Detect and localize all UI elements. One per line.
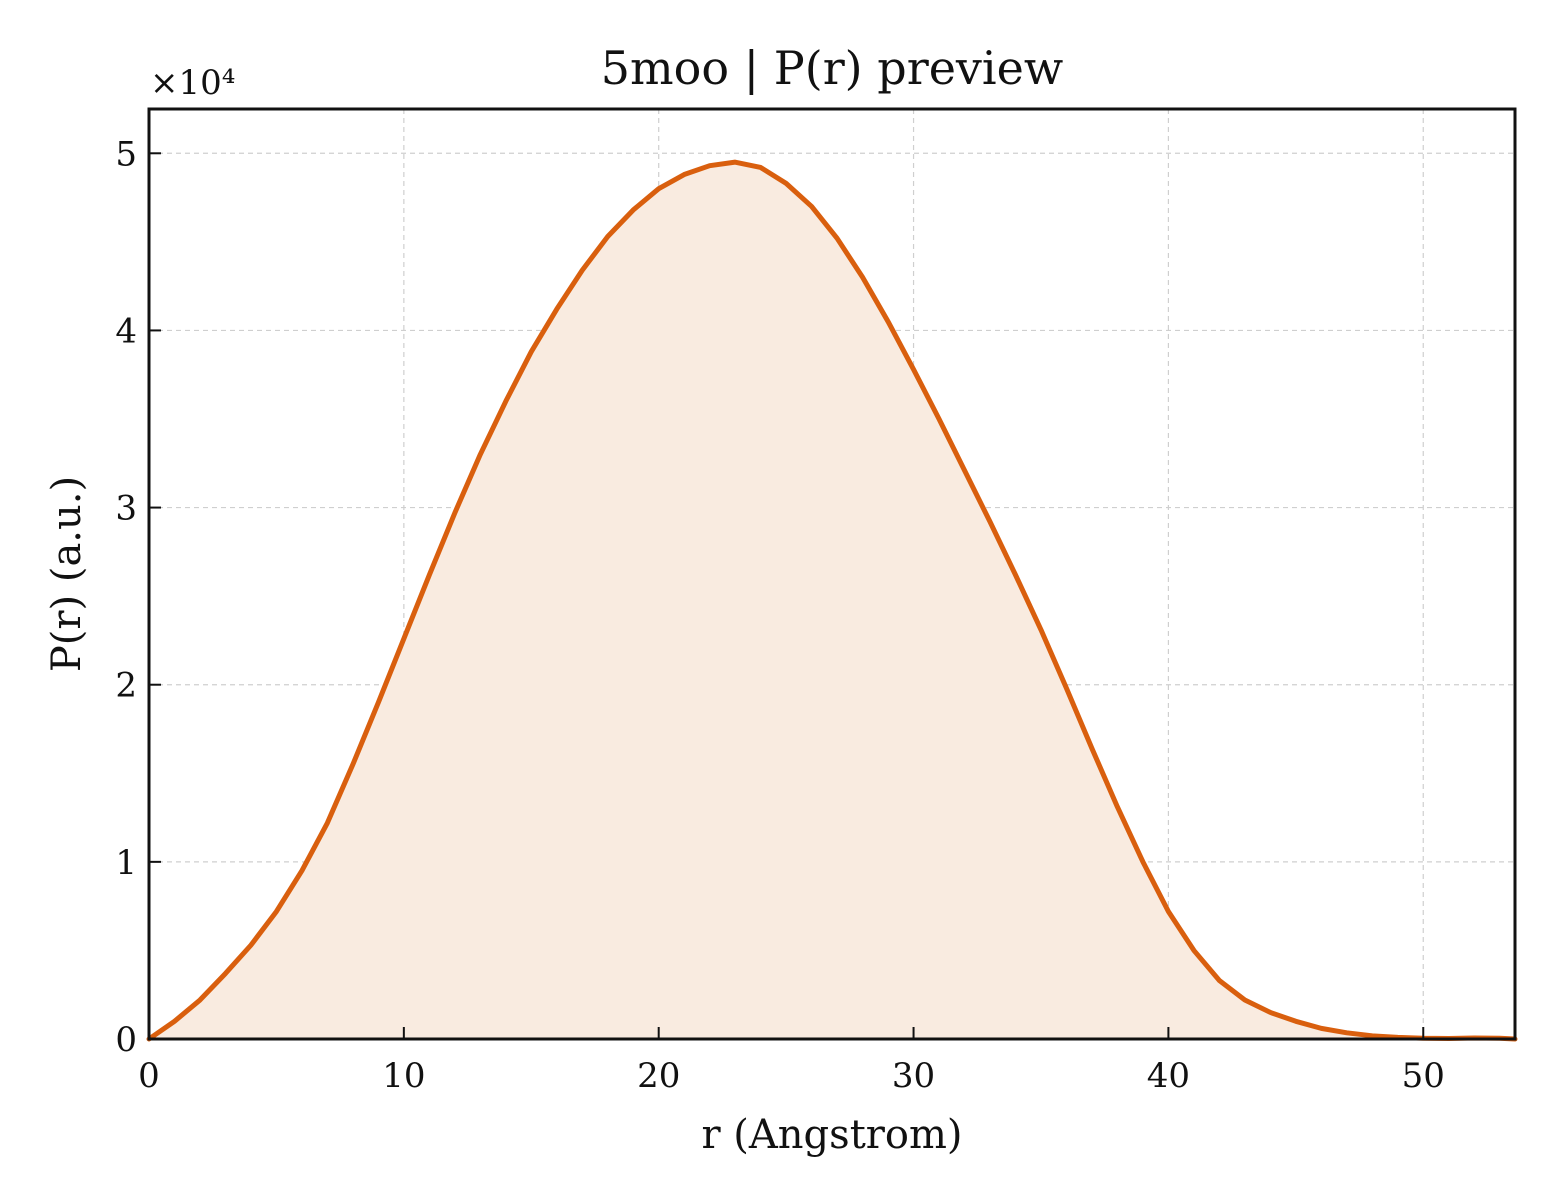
x-tick-label: 10 xyxy=(382,1056,425,1096)
x-tick-label: 50 xyxy=(1402,1056,1445,1096)
y-tick-label: 3 xyxy=(115,489,137,529)
y-axis-label: P(r) (a.u.) xyxy=(44,476,90,672)
y-tick-label: 2 xyxy=(115,666,137,706)
y-tick-label: 5 xyxy=(115,134,137,174)
pr-area-fill xyxy=(149,162,1515,1039)
x-tick-label: 30 xyxy=(892,1056,935,1096)
chart-title: 5moo | P(r) preview xyxy=(601,41,1063,95)
pr-curve-line xyxy=(146,159,1518,1042)
x-tick-label: 40 xyxy=(1147,1056,1190,1096)
tick-layer: 0 10 20 30 40 50 0 1 2 3 4 5 xyxy=(115,134,1445,1096)
y-tick-label: 1 xyxy=(115,843,137,883)
y-axis-multiplier-label: ×10⁴ xyxy=(150,63,235,103)
y-tick-label: 0 xyxy=(115,1020,137,1060)
x-tick-label: 20 xyxy=(637,1056,680,1096)
x-axis-label: r (Angstrom) xyxy=(701,1112,962,1158)
y-tick-label: 4 xyxy=(115,311,137,351)
x-tick-label: 0 xyxy=(138,1056,160,1096)
plot-frame xyxy=(147,107,1517,1041)
